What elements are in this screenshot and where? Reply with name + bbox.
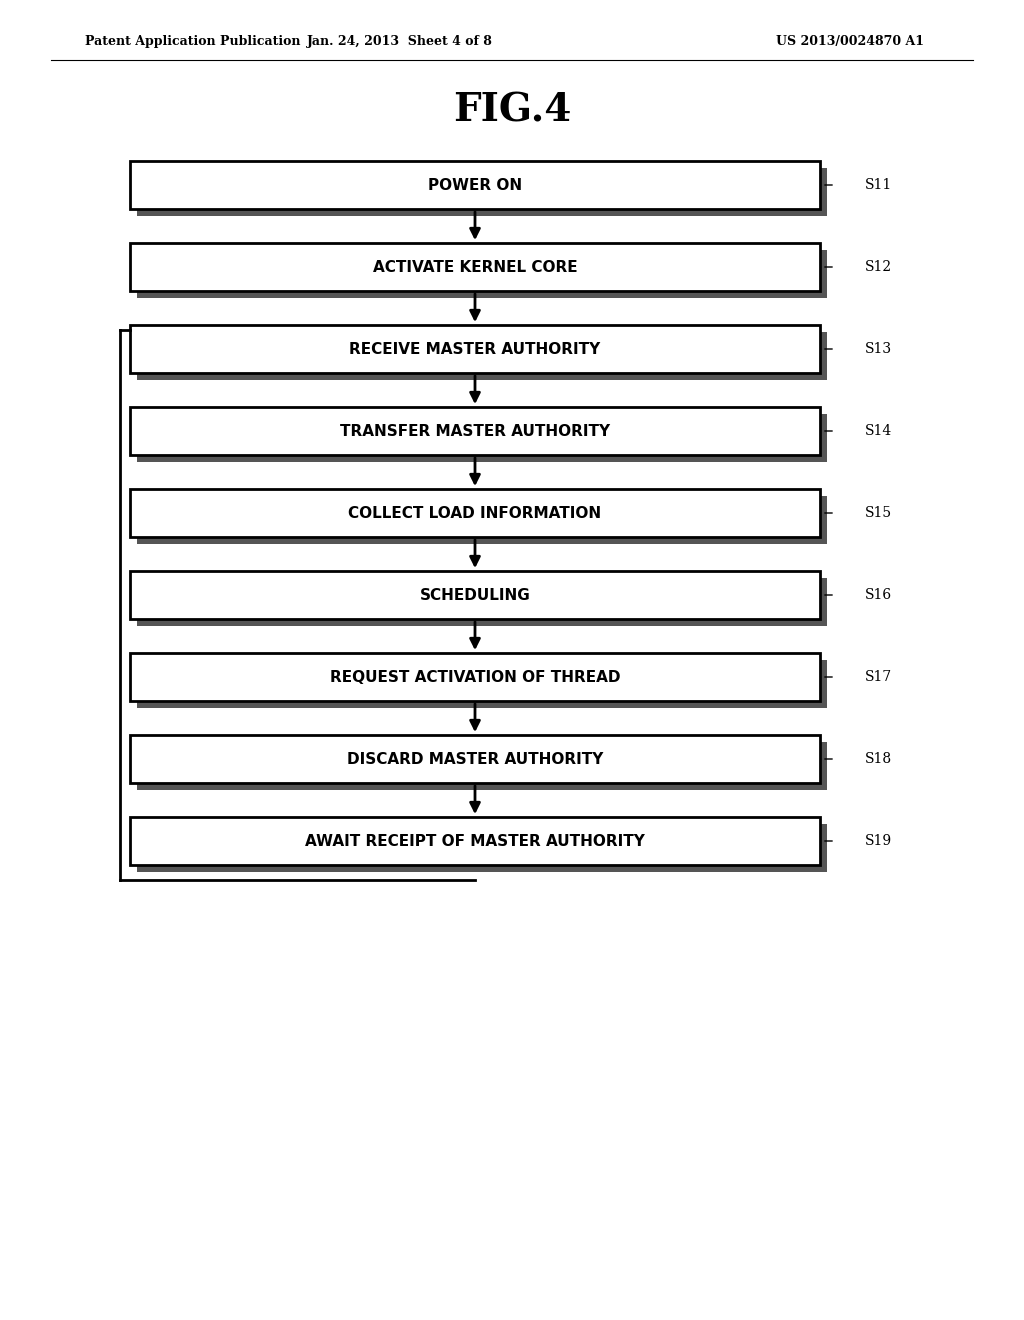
Text: TRANSFER MASTER AUTHORITY: TRANSFER MASTER AUTHORITY [340, 424, 610, 438]
Bar [137, 660, 827, 708]
Text: REQUEST ACTIVATION OF THREAD: REQUEST ACTIVATION OF THREAD [330, 669, 621, 685]
Bar [130, 488, 820, 537]
Bar [130, 735, 820, 783]
Text: FIG.4: FIG.4 [453, 91, 571, 129]
Text: ACTIVATE KERNEL CORE: ACTIVATE KERNEL CORE [373, 260, 578, 275]
Bar [130, 325, 820, 374]
Bar [137, 333, 827, 380]
Bar [130, 161, 820, 209]
Text: S11: S11 [865, 178, 892, 191]
Bar [137, 742, 827, 789]
Text: AWAIT RECEIPT OF MASTER AUTHORITY: AWAIT RECEIPT OF MASTER AUTHORITY [305, 833, 645, 849]
Text: RECEIVE MASTER AUTHORITY: RECEIVE MASTER AUTHORITY [349, 342, 601, 356]
Text: SCHEDULING: SCHEDULING [420, 587, 530, 602]
Bar [130, 243, 820, 290]
Bar [137, 249, 827, 298]
Text: S16: S16 [865, 587, 892, 602]
Bar [137, 168, 827, 216]
Text: POWER ON: POWER ON [428, 177, 522, 193]
Bar [137, 824, 827, 873]
Text: S15: S15 [865, 506, 892, 520]
Text: S17: S17 [865, 671, 892, 684]
Text: COLLECT LOAD INFORMATION: COLLECT LOAD INFORMATION [348, 506, 601, 520]
Text: S13: S13 [865, 342, 892, 356]
Text: Patent Application Publication: Patent Application Publication [85, 36, 300, 48]
Bar [130, 572, 820, 619]
Text: S19: S19 [865, 834, 892, 847]
Bar [130, 407, 820, 455]
Text: S14: S14 [865, 424, 892, 438]
Bar [137, 496, 827, 544]
Bar [137, 414, 827, 462]
Bar [137, 578, 827, 626]
Bar [130, 653, 820, 701]
Bar [130, 817, 820, 865]
Text: US 2013/0024870 A1: US 2013/0024870 A1 [776, 36, 924, 48]
Text: S12: S12 [865, 260, 892, 275]
Text: DISCARD MASTER AUTHORITY: DISCARD MASTER AUTHORITY [347, 751, 603, 767]
Text: S18: S18 [865, 752, 892, 766]
Text: Jan. 24, 2013  Sheet 4 of 8: Jan. 24, 2013 Sheet 4 of 8 [307, 36, 493, 48]
